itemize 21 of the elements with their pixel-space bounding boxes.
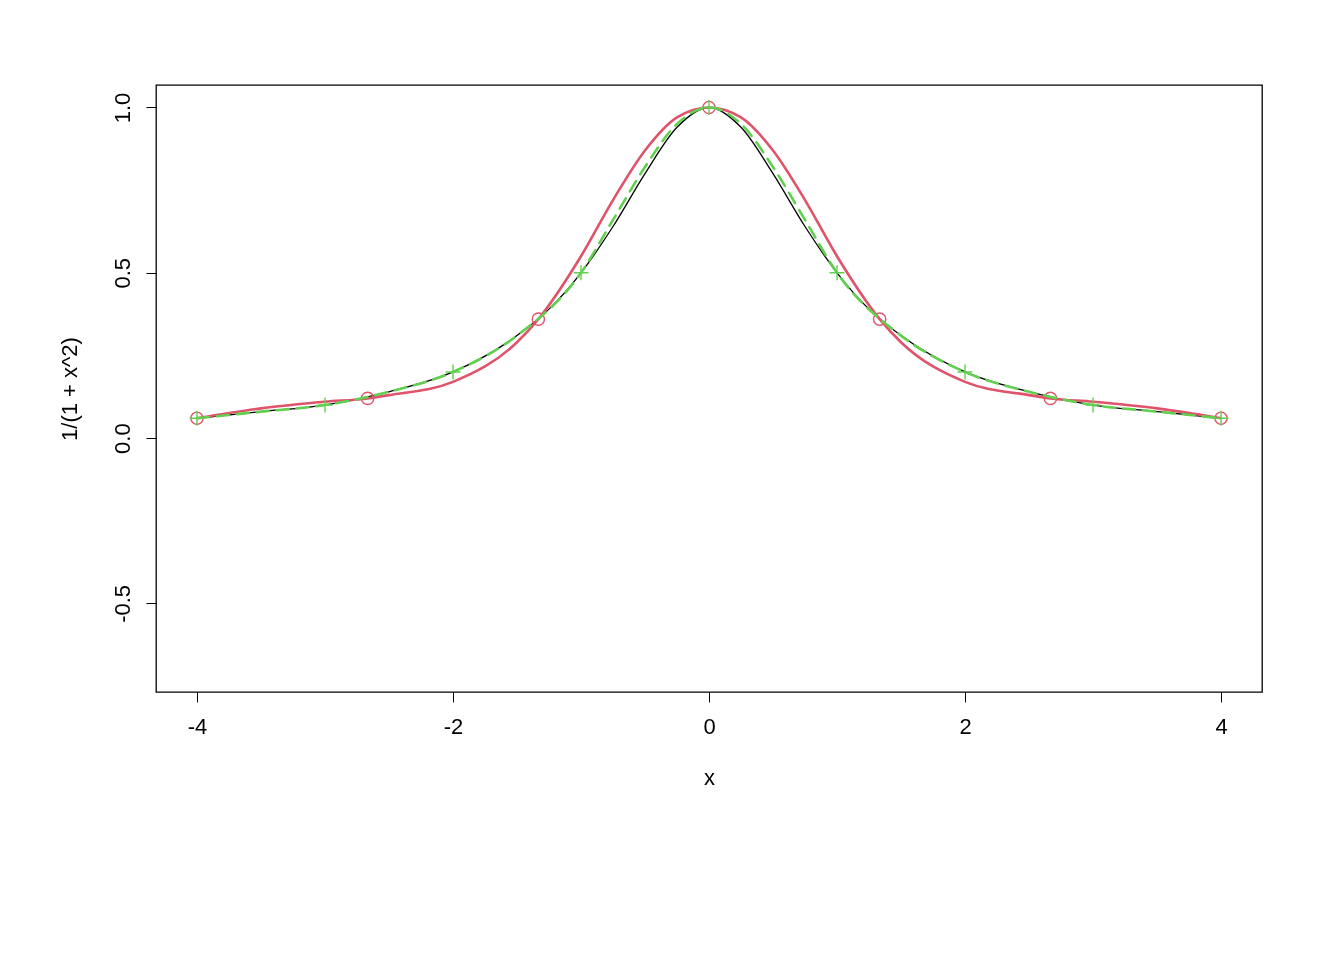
x-tick-label: -2 <box>443 713 464 739</box>
point <box>1084 396 1102 414</box>
x-tick-label: 0 <box>703 713 716 739</box>
point <box>872 312 887 326</box>
point <box>531 312 546 326</box>
y-axis-title: 1/(1 + x^2) <box>56 337 82 441</box>
point <box>1043 391 1058 406</box>
x-tick-label: 2 <box>959 713 972 739</box>
x-tick-label: -4 <box>187 713 208 739</box>
y-tick-label: 0.5 <box>109 257 135 289</box>
point <box>444 363 462 381</box>
y-tick-label: 1.0 <box>109 92 135 124</box>
point <box>572 264 590 281</box>
point <box>828 264 846 281</box>
y-tick-label: -0.5 <box>109 584 135 623</box>
point <box>360 391 375 406</box>
point <box>316 396 334 414</box>
y-tick-label: 0.0 <box>109 423 135 454</box>
point <box>956 363 974 381</box>
x-axis-title: x <box>704 764 715 790</box>
x-tick-label: 4 <box>1215 713 1228 739</box>
